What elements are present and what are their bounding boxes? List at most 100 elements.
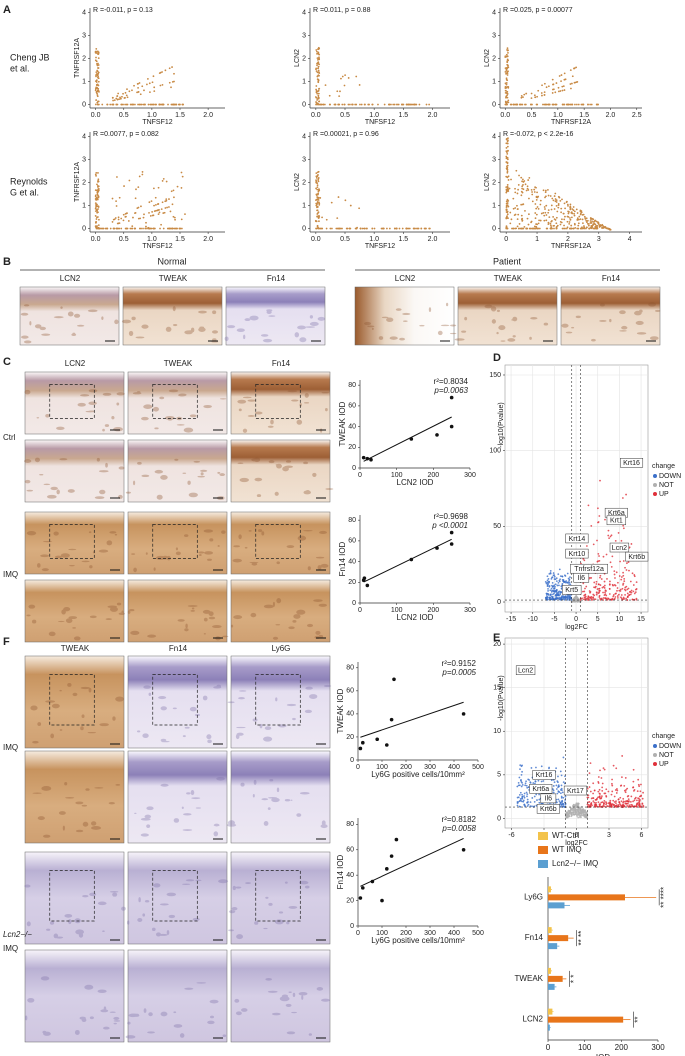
gene-label: Krt6b	[628, 554, 645, 561]
point	[405, 103, 408, 106]
point	[317, 103, 320, 106]
point	[584, 809, 586, 812]
point	[617, 593, 620, 596]
point	[505, 55, 508, 58]
texture	[187, 605, 198, 607]
point	[126, 96, 129, 99]
fit-line	[363, 416, 452, 462]
tissue-texture	[132, 389, 227, 433]
point	[588, 801, 591, 803]
column-label: TWEAK	[164, 359, 193, 368]
y-tick-label: 2	[302, 179, 306, 186]
point	[615, 592, 617, 595]
texture	[233, 615, 243, 620]
point	[550, 227, 553, 230]
x-tick-label: 0.5	[340, 236, 350, 243]
texture	[182, 735, 186, 738]
point	[596, 539, 598, 542]
point	[317, 48, 320, 51]
point	[613, 570, 616, 573]
point	[96, 95, 99, 98]
point	[506, 167, 509, 170]
point	[354, 103, 357, 106]
point	[574, 807, 576, 810]
point	[633, 592, 636, 595]
point	[628, 569, 630, 572]
point	[586, 787, 589, 790]
point	[526, 795, 528, 798]
column-label: TWEAK	[61, 644, 90, 653]
texture	[203, 529, 214, 533]
r2-label: r²=0.8182	[442, 815, 477, 824]
texture	[276, 561, 280, 565]
point	[562, 796, 565, 799]
point	[516, 785, 519, 788]
point	[117, 218, 120, 221]
texture	[173, 1011, 177, 1014]
histology-image	[230, 579, 331, 643]
point	[626, 588, 629, 591]
texture	[491, 319, 496, 324]
point	[97, 206, 100, 208]
gene-label: Krt16	[623, 460, 640, 467]
point	[592, 797, 594, 799]
point	[597, 507, 599, 510]
point	[95, 90, 98, 93]
point	[519, 227, 522, 230]
texture	[239, 477, 249, 483]
x-tick-label: 300	[651, 1043, 665, 1052]
texture	[90, 821, 97, 826]
point	[316, 174, 319, 177]
point	[575, 66, 578, 69]
texture	[189, 414, 197, 418]
point	[612, 764, 615, 767]
point	[162, 212, 165, 214]
texture	[252, 718, 258, 722]
texture	[243, 334, 246, 340]
point	[555, 589, 558, 592]
x-axis-label: IOD	[596, 1053, 610, 1056]
point	[622, 584, 624, 586]
point	[540, 92, 543, 94]
point	[570, 224, 573, 227]
texture	[263, 927, 268, 930]
texture	[279, 996, 290, 1002]
histology-image	[127, 750, 228, 844]
point	[578, 215, 581, 218]
point-cloud	[505, 137, 612, 231]
x-tick-label: 0.0	[91, 112, 101, 119]
point	[521, 227, 524, 230]
point	[560, 211, 563, 214]
texture	[89, 892, 97, 897]
texture	[236, 328, 245, 332]
point	[592, 227, 595, 230]
point	[562, 85, 565, 88]
point	[559, 223, 562, 226]
tissue-texture	[136, 684, 222, 744]
point	[111, 96, 114, 99]
texture	[184, 726, 190, 729]
texture	[267, 807, 271, 811]
point	[624, 800, 626, 803]
point	[610, 793, 613, 796]
texture	[498, 325, 506, 331]
texture	[208, 616, 216, 620]
point	[625, 569, 628, 571]
column-label: TWEAK	[494, 274, 523, 283]
point	[321, 216, 323, 219]
point	[545, 195, 547, 198]
point	[573, 222, 576, 225]
point	[517, 184, 520, 186]
texture	[80, 726, 84, 731]
tissue-texture	[561, 302, 661, 342]
texture	[141, 324, 149, 329]
texture	[298, 991, 308, 996]
point	[504, 82, 507, 85]
point	[559, 578, 561, 581]
point	[517, 188, 519, 191]
point	[539, 203, 542, 206]
zoom-box	[152, 384, 198, 419]
texture	[500, 340, 506, 342]
texture	[112, 716, 116, 721]
point	[537, 779, 540, 782]
